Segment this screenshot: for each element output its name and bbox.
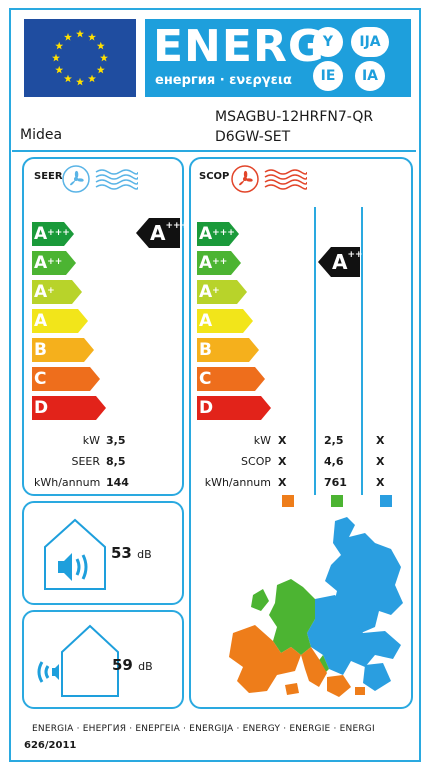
eu-star xyxy=(55,41,64,50)
heating-class-arrow: A+++ xyxy=(197,222,239,246)
energy-subtitle: енергия · ενεργεια xyxy=(155,73,292,88)
eu-star xyxy=(52,53,60,62)
cooling-class-arrow: B xyxy=(32,338,94,362)
fan-warm-icon xyxy=(231,165,259,193)
heating-class-arrow: D xyxy=(197,396,271,420)
heating-class-label: B xyxy=(199,340,212,360)
eu-flag xyxy=(24,19,136,97)
warm-air-waves-icon xyxy=(264,169,307,190)
cooling-panel: SEER A+++ A++ A+ A B C D A+++ kW 3,5 SEER 8,5 kWh/… xyxy=(22,157,188,496)
heating-spec-value-col1: X xyxy=(278,476,287,489)
eu-star xyxy=(76,29,84,38)
label-frame xyxy=(9,8,421,762)
eu-star xyxy=(96,65,105,74)
heating-spec-label: kWh/annum xyxy=(204,476,271,489)
model-line-1: MSAGBU-12HRFN7-QR xyxy=(215,109,374,125)
zone-average-swatch xyxy=(331,495,343,507)
energy-title: ENERG xyxy=(153,21,325,72)
cooling-class-label: C xyxy=(34,369,47,389)
lang-code-ia: IA xyxy=(355,61,385,91)
europe-climate-map-icon xyxy=(229,517,403,697)
heating-class-label: D xyxy=(199,398,214,418)
cooling-class-arrow: A+ xyxy=(32,280,82,304)
cooling-spec-value: 144 xyxy=(106,476,129,489)
cooling-spec-label: SEER xyxy=(71,455,100,468)
heating-spec-value-col1: X xyxy=(278,455,287,468)
heating-spec-value-col2: 761 xyxy=(324,476,347,489)
cooling-class-arrow: C xyxy=(32,367,100,391)
eu-star xyxy=(55,65,64,74)
eu-star xyxy=(64,33,72,41)
heating-class-arrow: C xyxy=(197,367,265,391)
eu-star xyxy=(88,74,96,83)
cooling-spec-label: kWh/annum xyxy=(34,476,101,489)
lang-code-ija: IJA xyxy=(351,27,389,57)
cooling-rating-arrow: A+++ xyxy=(136,218,188,248)
heating-spec-value-col1: X xyxy=(278,434,287,447)
heating-spec-value-col3: X xyxy=(376,455,385,468)
model-identifier: MSAGBU-12HRFN7-QR D6GW-SET xyxy=(215,107,373,147)
eu-star xyxy=(96,41,105,50)
seer-label: SEER xyxy=(34,171,63,182)
climate-divider-2 xyxy=(361,207,363,495)
cooling-class-arrow: D xyxy=(32,396,106,420)
heating-rating-arrow: A++ xyxy=(318,247,363,277)
heating-class-arrow: A xyxy=(197,309,253,333)
climate-divider-1 xyxy=(314,207,316,495)
cooling-class-label: A+++ xyxy=(34,224,70,244)
outdoor-noise-value: 59 dB xyxy=(112,656,153,674)
cooling-class-arrow: A++ xyxy=(32,251,76,275)
cooling-class-label: D xyxy=(34,398,49,418)
footer-languages: ENERGIA · ЕНЕРГИЯ · ΕΝΕΡΓΕΙΑ · ENERGIJA … xyxy=(32,724,375,734)
eu-stars-icon xyxy=(52,29,108,86)
cooling-class-arrow: A+++ xyxy=(32,222,74,246)
lang-code-ie: IE xyxy=(313,61,343,91)
supplier-name: Midea xyxy=(20,127,63,143)
eu-star xyxy=(88,33,96,41)
heating-class-label: A+++ xyxy=(199,224,235,244)
heating-rating-label: A++ xyxy=(332,250,363,274)
zone-warmer-swatch xyxy=(282,495,294,507)
cooling-spec-value: 3,5 xyxy=(106,434,126,447)
zone-colder-swatch xyxy=(380,495,392,507)
outdoor-noise-house-icon xyxy=(37,624,119,697)
heating-class-label: A xyxy=(199,311,213,331)
noise-outdoor-panel: 59 dB xyxy=(22,610,184,709)
heating-spec-label: SCOP xyxy=(241,455,271,468)
heating-class-label: A+ xyxy=(199,282,220,302)
heating-class-arrow: A+ xyxy=(197,280,247,304)
heating-class-label: A++ xyxy=(199,253,228,273)
heating-spec-value-col2: 4,6 xyxy=(324,455,344,468)
header-divider xyxy=(12,150,416,152)
energy-header: ENERG енергия · ενεργεια Y IJA IE IA xyxy=(145,19,411,97)
cooling-class-label: A+ xyxy=(34,282,55,302)
heating-spec-value-col3: X xyxy=(376,476,385,489)
indoor-noise-house-icon xyxy=(44,518,106,590)
cold-air-waves-icon xyxy=(95,169,138,190)
heating-spec-value-col3: X xyxy=(376,434,385,447)
model-line-2: D6GW-SET xyxy=(215,129,291,145)
cooling-class-label: A xyxy=(34,311,48,331)
noise-indoor-panel: 53 dB xyxy=(22,501,184,605)
regulation-number: 626/2011 xyxy=(24,740,77,751)
cooling-class-arrow: A xyxy=(32,309,88,333)
heating-class-arrow: B xyxy=(197,338,259,362)
eu-star xyxy=(100,53,108,62)
scop-label: SCOP xyxy=(199,171,230,182)
heating-spec-label: kW xyxy=(253,434,271,447)
cooling-rating-label: A+++ xyxy=(150,221,189,245)
cooling-spec-label: kW xyxy=(82,434,100,447)
cooling-class-label: A++ xyxy=(34,253,63,273)
heating-class-label: C xyxy=(199,369,212,389)
heating-class-arrow: A++ xyxy=(197,251,241,275)
indoor-noise-value: 53 dB xyxy=(111,544,152,562)
heating-spec-value-col2: 2,5 xyxy=(324,434,344,447)
lang-code-y: Y xyxy=(313,27,343,57)
eu-star xyxy=(64,74,72,83)
eu-star xyxy=(76,77,84,86)
fan-cold-icon xyxy=(62,165,90,193)
cooling-class-label: B xyxy=(34,340,47,360)
cooling-spec-value: 8,5 xyxy=(106,455,126,468)
